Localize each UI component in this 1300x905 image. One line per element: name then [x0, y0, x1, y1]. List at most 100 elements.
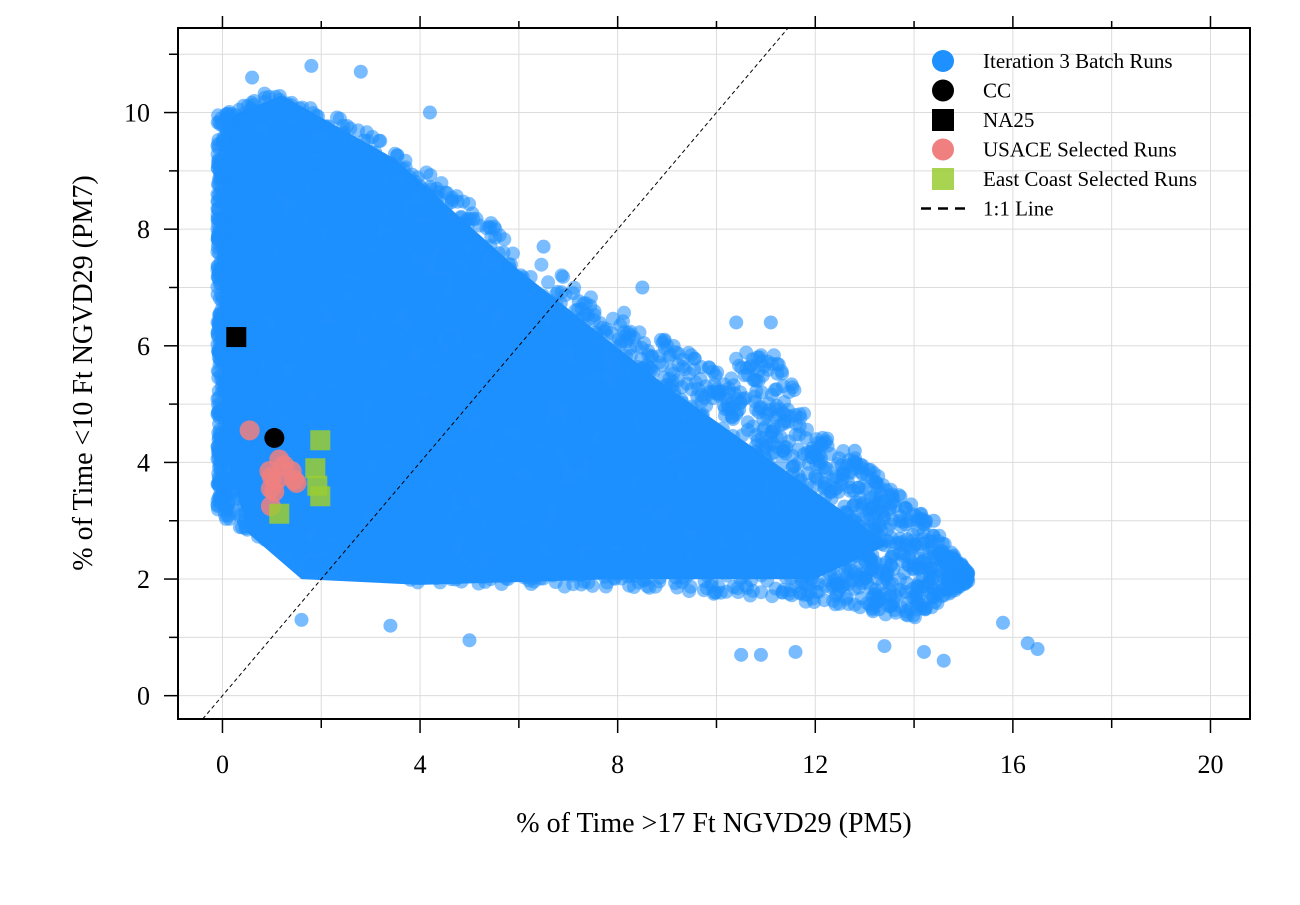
- y-tick-label: 10: [124, 99, 150, 128]
- batch-run-point: [576, 480, 591, 495]
- batch-run-point: [936, 653, 951, 668]
- batch-run-point: [884, 558, 899, 573]
- batch-run-point: [879, 533, 894, 548]
- batch-run-point: [557, 327, 572, 342]
- batch-run-point: [353, 501, 368, 516]
- batch-run-point: [469, 235, 484, 250]
- batch-run-point: [382, 366, 397, 381]
- batch-run-point: [212, 246, 227, 261]
- batch-run-point: [938, 556, 953, 571]
- batch-runs-points: [210, 58, 1045, 668]
- batch-run-point: [211, 201, 226, 216]
- batch-run-point: [354, 449, 369, 464]
- batch-run-point: [241, 260, 256, 275]
- batch-run-point: [248, 372, 263, 386]
- batch-run-point: [486, 515, 501, 530]
- batch-run-point: [748, 459, 763, 474]
- batch-run-point: [347, 540, 362, 555]
- batch-run-point: [410, 375, 425, 390]
- batch-run-point: [599, 480, 614, 494]
- batch-run-point: [468, 540, 483, 555]
- batch-run-point: [232, 348, 247, 363]
- batch-run-point: [255, 178, 270, 193]
- batch-run-point: [529, 314, 544, 329]
- batch-run-point: [271, 258, 286, 273]
- batch-run-point: [723, 524, 738, 539]
- batch-run-point: [591, 526, 606, 541]
- batch-run-point: [377, 333, 392, 348]
- batch-run-point: [897, 566, 912, 580]
- legend-square-marker: [932, 168, 954, 190]
- batch-run-point: [795, 483, 810, 498]
- batch-run-point: [265, 408, 280, 423]
- batch-run-point: [607, 449, 621, 464]
- batch-run-point: [422, 105, 437, 120]
- batch-run-point: [593, 447, 608, 462]
- batch-run-point: [273, 320, 288, 334]
- batch-run-point: [686, 448, 701, 462]
- batch-run-point: [514, 526, 529, 541]
- batch-run-point: [830, 457, 845, 471]
- batch-run-point: [786, 459, 800, 474]
- y-tick-label: 6: [137, 332, 150, 361]
- batch-run-point: [718, 488, 733, 503]
- batch-run-point: [877, 639, 892, 654]
- batch-run-point: [540, 461, 555, 476]
- batch-run-point: [457, 347, 472, 362]
- batch-run-point: [788, 644, 803, 659]
- batch-run-point: [950, 578, 965, 593]
- batch-run-point: [392, 423, 406, 438]
- batch-run-point: [408, 322, 423, 337]
- batch-run-point: [760, 354, 775, 369]
- batch-run-point: [885, 487, 900, 502]
- batch-run-point: [267, 331, 282, 346]
- batch-run-point: [322, 205, 337, 220]
- batch-run-point: [297, 517, 312, 532]
- batch-run-point: [536, 239, 551, 254]
- batch-run-point: [492, 568, 507, 583]
- batch-run-point: [822, 541, 837, 555]
- batch-run-point: [309, 231, 324, 246]
- batch-run-point: [792, 407, 807, 422]
- batch-run-point: [407, 305, 422, 319]
- batch-run-point: [485, 346, 500, 361]
- batch-run-point: [330, 182, 345, 197]
- batch-run-point: [448, 444, 463, 459]
- batch-run-point: [492, 430, 507, 445]
- batch-run-point: [239, 275, 254, 290]
- batch-run-point: [635, 459, 650, 474]
- y-tick-label: 4: [137, 448, 150, 477]
- batch-run-point: [239, 479, 254, 494]
- batch-run-point: [815, 430, 830, 445]
- batch-run-point: [635, 280, 650, 295]
- batch-run-point: [698, 379, 713, 394]
- batch-run-point: [719, 551, 734, 566]
- batch-run-point: [210, 363, 225, 378]
- batch-run-point: [570, 444, 585, 459]
- batch-run-point: [631, 549, 646, 564]
- legend-entry: NA25: [932, 108, 1034, 132]
- batch-run-point: [906, 608, 921, 623]
- batch-run-point: [806, 575, 821, 590]
- batch-run-point: [290, 446, 305, 461]
- batch-run-point: [441, 549, 456, 564]
- batch-run-point: [343, 121, 358, 136]
- batch-run-point: [304, 558, 319, 573]
- batch-run-point: [729, 351, 744, 366]
- batch-run-point: [926, 513, 941, 528]
- legend-circle-marker: [932, 50, 954, 72]
- batch-run-point: [721, 402, 736, 417]
- y-tick-label: 2: [137, 565, 150, 594]
- batch-run-point: [548, 575, 563, 589]
- batch-run-point: [513, 301, 528, 316]
- batch-run-point: [492, 537, 507, 552]
- batch-run-point: [356, 274, 371, 289]
- batch-run-point: [347, 362, 362, 377]
- batch-run-point: [278, 115, 293, 130]
- batch-run-point: [801, 540, 816, 555]
- batch-run-point: [378, 310, 393, 324]
- batch-run-point: [502, 455, 517, 470]
- batch-run-point: [809, 551, 824, 566]
- batch-run-point: [268, 199, 283, 213]
- batch-run-point: [596, 435, 611, 450]
